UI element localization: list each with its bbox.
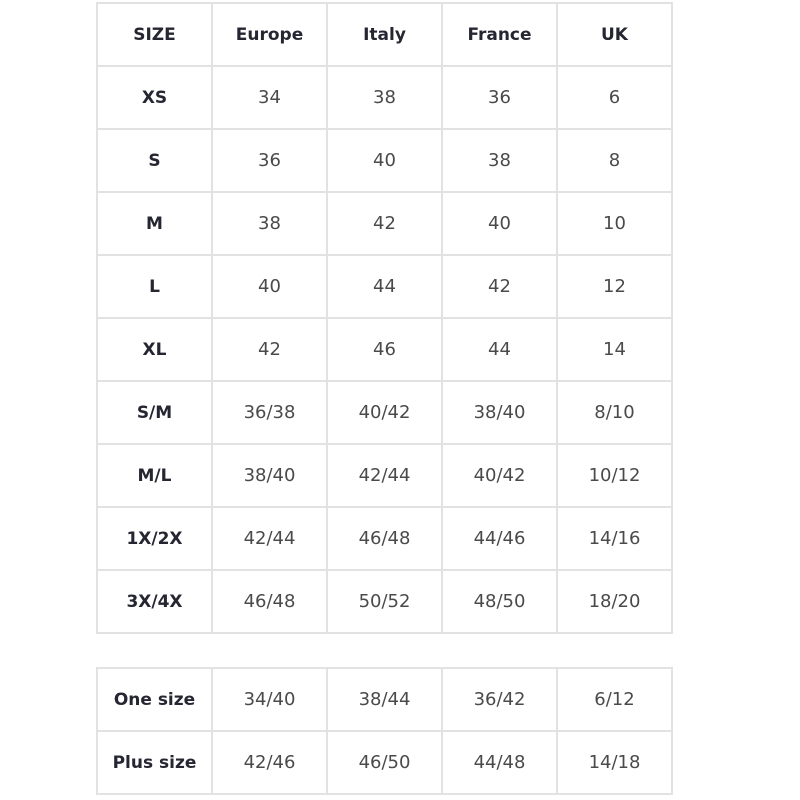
size-value-cell: 46/50 xyxy=(326,730,443,795)
size-value-cell: 10 xyxy=(556,191,673,256)
size-value-cell: 38 xyxy=(326,65,443,130)
table-row: S/M 36/38 40/42 38/40 8/10 xyxy=(96,380,673,445)
size-label-cell: M/L xyxy=(96,443,213,508)
size-value-cell: 34/40 xyxy=(211,667,328,732)
table-row: S 36 40 38 8 xyxy=(96,128,673,193)
size-value-cell: 14/18 xyxy=(556,730,673,795)
table-row: 3X/4X 46/48 50/52 48/50 18/20 xyxy=(96,569,673,634)
size-value-cell: 42/44 xyxy=(211,506,328,571)
size-value-cell: 42 xyxy=(441,254,558,319)
size-value-cell: 14/16 xyxy=(556,506,673,571)
size-value-cell: 34 xyxy=(211,65,328,130)
size-label-cell: Plus size xyxy=(96,730,213,795)
column-header: France xyxy=(441,2,558,67)
size-value-cell: 42 xyxy=(326,191,443,256)
table-row: L 40 44 42 12 xyxy=(96,254,673,319)
column-header: Italy xyxy=(326,2,443,67)
size-label-cell: 1X/2X xyxy=(96,506,213,571)
column-header: SIZE xyxy=(96,2,213,67)
size-value-cell: 8/10 xyxy=(556,380,673,445)
size-value-cell: 36 xyxy=(441,65,558,130)
size-value-cell: 8 xyxy=(556,128,673,193)
size-value-cell: 44/46 xyxy=(441,506,558,571)
size-value-cell: 46 xyxy=(326,317,443,382)
size-value-cell: 44/48 xyxy=(441,730,558,795)
size-value-cell: 6/12 xyxy=(556,667,673,732)
size-value-cell: 12 xyxy=(556,254,673,319)
size-label-cell: L xyxy=(96,254,213,319)
column-header: UK xyxy=(556,2,673,67)
size-value-cell: 6 xyxy=(556,65,673,130)
size-value-cell: 38 xyxy=(441,128,558,193)
size-label-cell: 3X/4X xyxy=(96,569,213,634)
size-value-cell: 42 xyxy=(211,317,328,382)
table-row: XL 42 46 44 14 xyxy=(96,317,673,382)
size-value-cell: 46/48 xyxy=(211,569,328,634)
size-value-cell: 40 xyxy=(441,191,558,256)
size-label-cell: XS xyxy=(96,65,213,130)
size-value-cell: 40 xyxy=(211,254,328,319)
size-value-cell: 38/44 xyxy=(326,667,443,732)
size-value-cell: 36/42 xyxy=(441,667,558,732)
size-value-cell: 40 xyxy=(326,128,443,193)
size-value-cell: 50/52 xyxy=(326,569,443,634)
table-row: Plus size 42/46 46/50 44/48 14/18 xyxy=(96,730,673,795)
size-value-cell: 14 xyxy=(556,317,673,382)
size-value-cell: 42/44 xyxy=(326,443,443,508)
size-value-cell: 40/42 xyxy=(441,443,558,508)
size-value-cell: 10/12 xyxy=(556,443,673,508)
size-label-cell: One size xyxy=(96,667,213,732)
size-label-cell: XL xyxy=(96,317,213,382)
table-row: One size 34/40 38/44 36/42 6/12 xyxy=(96,667,673,732)
table-row: XS 34 38 36 6 xyxy=(96,65,673,130)
table-row: 1X/2X 42/44 46/48 44/46 14/16 xyxy=(96,506,673,571)
size-chart-table: SIZE Europe Italy France UK XS 34 38 36 6 S 36 40 38 8… xyxy=(96,2,673,634)
size-label-cell: S xyxy=(96,128,213,193)
size-value-cell: 44 xyxy=(441,317,558,382)
table-row: M 38 42 40 10 xyxy=(96,191,673,256)
column-header: Europe xyxy=(211,2,328,67)
special-sizes-table: One size 34/40 38/44 36/42 6/12 Plus size 42/4… xyxy=(96,667,673,795)
table-row: M/L 38/40 42/44 40/42 10/12 xyxy=(96,443,673,508)
size-value-cell: 38 xyxy=(211,191,328,256)
size-value-cell: 42/46 xyxy=(211,730,328,795)
size-value-cell: 40/42 xyxy=(326,380,443,445)
size-value-cell: 36/38 xyxy=(211,380,328,445)
size-value-cell: 18/20 xyxy=(556,569,673,634)
size-value-cell: 36 xyxy=(211,128,328,193)
header-row: SIZE Europe Italy France UK xyxy=(96,2,673,67)
size-label-cell: S/M xyxy=(96,380,213,445)
size-value-cell: 38/40 xyxy=(211,443,328,508)
size-value-cell: 44 xyxy=(326,254,443,319)
size-value-cell: 48/50 xyxy=(441,569,558,634)
size-value-cell: 38/40 xyxy=(441,380,558,445)
size-label-cell: M xyxy=(96,191,213,256)
size-value-cell: 46/48 xyxy=(326,506,443,571)
